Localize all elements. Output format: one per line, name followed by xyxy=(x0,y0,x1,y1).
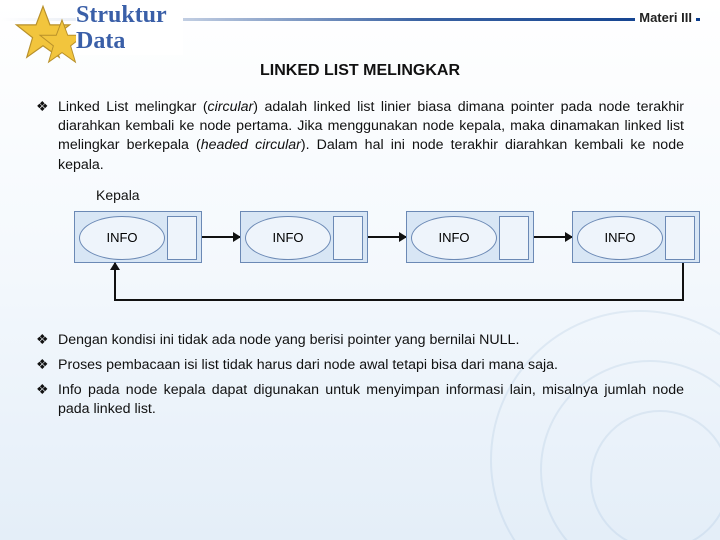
loop-arrow xyxy=(682,263,684,299)
list-item: ❖Info pada node kepala dapat digunakan u… xyxy=(36,381,684,419)
star-shape xyxy=(16,6,69,57)
loop-arrow xyxy=(114,299,684,301)
slide: Struktur Data Materi III LINKED LIST MEL… xyxy=(0,0,720,540)
bullet-list: ❖ Dengan kondisi ini tidak ada node yang … xyxy=(36,331,684,420)
title-line2: Data xyxy=(76,28,125,54)
bullet-marker: ❖ xyxy=(36,98,50,175)
star-icon xyxy=(14,4,72,62)
circular-list-diagram: Kepala INFO INFO INFO INFO xyxy=(36,187,684,317)
head-label: Kepala xyxy=(96,187,140,203)
node-pointer xyxy=(665,216,695,260)
arrow-icon xyxy=(534,236,572,238)
arrow-icon xyxy=(202,236,240,238)
italic: headed circular xyxy=(201,137,301,153)
arrow-icon xyxy=(368,236,406,238)
list-node: INFO xyxy=(240,211,368,263)
title-line1: Struktur xyxy=(76,2,167,28)
bullet-text: Info pada node kepala dapat digunakan un… xyxy=(58,381,684,419)
node-pointer xyxy=(333,216,363,260)
italic: circular xyxy=(208,99,254,115)
list-item: ❖ Proses pembacaan isi list tidak harus d… xyxy=(36,356,684,375)
node-pointer xyxy=(167,216,197,260)
bullet-text: Proses pembacaan isi list tidak harus da… xyxy=(58,356,558,375)
slide-body: ❖ Linked List melingkar (circular) adala… xyxy=(0,98,720,419)
bullet-marker: ❖ xyxy=(36,331,50,350)
list-node: INFO xyxy=(572,211,700,263)
list-item: ❖ Dengan kondisi ini tidak ada node yang … xyxy=(36,331,684,350)
bullet-marker: ❖ xyxy=(36,356,50,375)
list-node: INFO xyxy=(406,211,534,263)
bullet-text: Dengan kondisi ini tidak ada node yang b… xyxy=(58,331,519,350)
node-info: INFO xyxy=(245,216,331,260)
slide-header: Struktur Data Materi III xyxy=(0,0,720,60)
loop-arrow-head xyxy=(114,263,116,299)
paragraph: ❖ Linked List melingkar (circular) adala… xyxy=(36,98,684,175)
chapter-label: Materi III xyxy=(635,10,696,25)
node-info: INFO xyxy=(577,216,663,260)
course-title: Struktur Data xyxy=(76,2,183,55)
bullet-marker: ❖ xyxy=(36,381,50,419)
node-pointer xyxy=(499,216,529,260)
list-node: INFO xyxy=(74,211,202,263)
node-info: INFO xyxy=(411,216,497,260)
paragraph-text: Linked List melingkar (circular) adalah … xyxy=(58,98,684,175)
section-title: LINKED LIST MELINGKAR xyxy=(0,62,720,80)
node-info: INFO xyxy=(79,216,165,260)
